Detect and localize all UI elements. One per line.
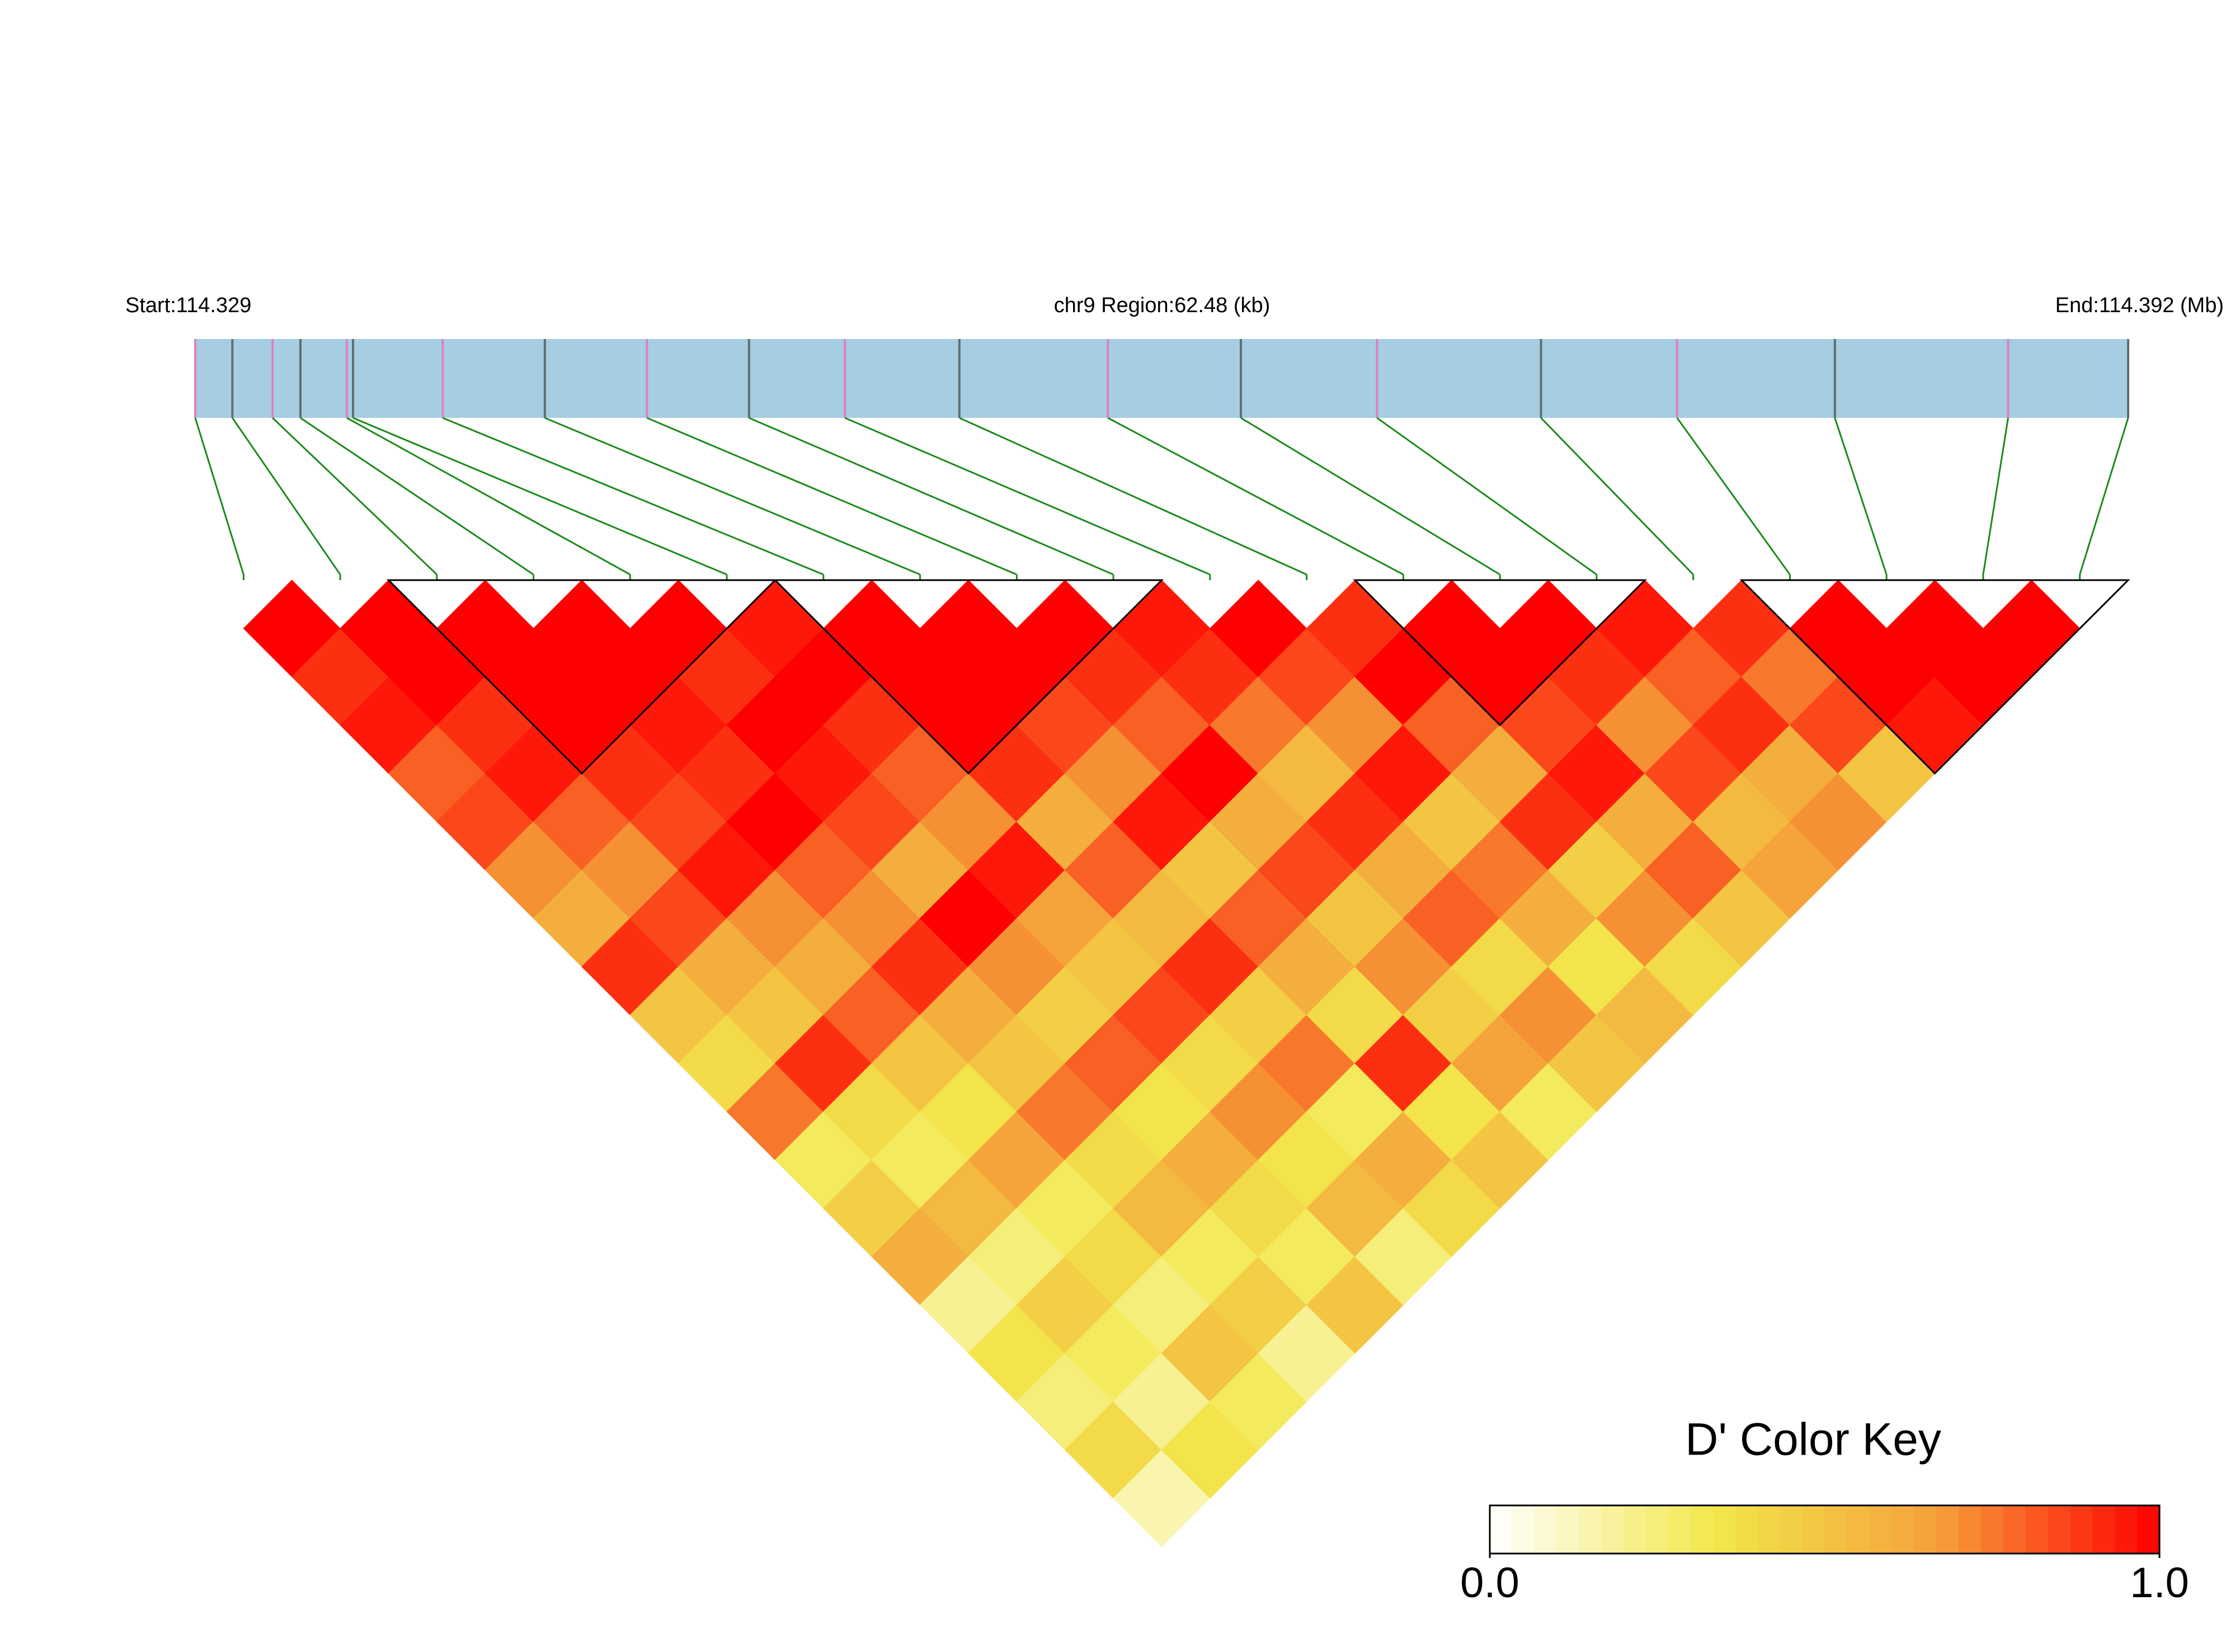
color-key-frame — [1489, 1504, 2161, 1555]
region-label: chr9 Region:62.48 (kb) — [1054, 294, 1271, 317]
color-key-step — [1735, 1505, 1758, 1554]
end-label: End:114.392 (Mb) — [2055, 294, 2224, 317]
snp-link — [646, 417, 1017, 576]
ld-block — [1353, 579, 1647, 727]
color-key-step — [2003, 1505, 2026, 1554]
color-key-step — [1534, 1505, 1558, 1554]
color-key-step — [2115, 1505, 2138, 1554]
snp-link — [442, 417, 824, 576]
ld-block — [773, 579, 1164, 775]
color-key-step — [1780, 1505, 1803, 1554]
color-key-step — [1980, 1505, 2004, 1554]
color-key-step — [1624, 1505, 1646, 1554]
color-key-step — [1958, 1505, 1982, 1554]
key-tick-label: 1.0 — [2130, 1559, 2189, 1607]
color-key-step — [1691, 1505, 1714, 1554]
snp-link — [194, 417, 244, 575]
start-label: Start:114.329 — [125, 294, 251, 317]
snp-link — [1540, 417, 1694, 576]
snp-link — [1676, 417, 1791, 575]
color-key-step — [1824, 1505, 1847, 1554]
ld-block — [386, 579, 778, 775]
snp-link — [1107, 417, 1404, 576]
color-key-step — [1579, 1505, 1602, 1554]
color-key-step — [1802, 1505, 1825, 1554]
snp-link — [959, 417, 1307, 576]
color-key-step — [1869, 1505, 1892, 1554]
snp-link — [1982, 417, 2009, 575]
color-key-step — [1646, 1505, 1669, 1554]
snp-link — [2079, 417, 2129, 575]
color-key-step — [2048, 1505, 2071, 1554]
color-key-step — [2092, 1505, 2115, 1554]
snp-link — [346, 417, 631, 576]
color-key-step — [2137, 1505, 2160, 1554]
color-key-step — [1891, 1505, 1914, 1554]
snp-link — [1240, 417, 1500, 576]
snp-link — [1834, 417, 1888, 575]
snp-link — [1376, 417, 1597, 576]
ld-block — [1739, 579, 2130, 775]
snp-link — [844, 417, 1211, 576]
snp-link — [544, 417, 921, 576]
color-key-step — [1512, 1505, 1535, 1554]
color-key-step — [1914, 1505, 1937, 1554]
color-key-step — [1601, 1505, 1624, 1554]
snp-link — [272, 417, 437, 576]
color-key-step — [2070, 1505, 2093, 1554]
color-key-step — [1713, 1505, 1736, 1554]
key-title: D' Color Key — [1685, 1414, 1941, 1465]
snp-link — [300, 417, 534, 576]
position-bar — [195, 339, 2128, 418]
key-tick-label: 0.0 — [1460, 1559, 1519, 1607]
snp-link — [232, 417, 341, 575]
color-key-step — [1490, 1505, 1513, 1554]
color-key-step — [1668, 1505, 1691, 1554]
color-key-step — [2025, 1505, 2048, 1554]
color-key-step — [1757, 1505, 1781, 1554]
snp-link — [352, 417, 727, 576]
color-key-step — [1936, 1505, 1959, 1554]
color-key-step — [1556, 1505, 1580, 1554]
snp-link — [749, 417, 1114, 576]
color-key-step — [1847, 1505, 1870, 1554]
